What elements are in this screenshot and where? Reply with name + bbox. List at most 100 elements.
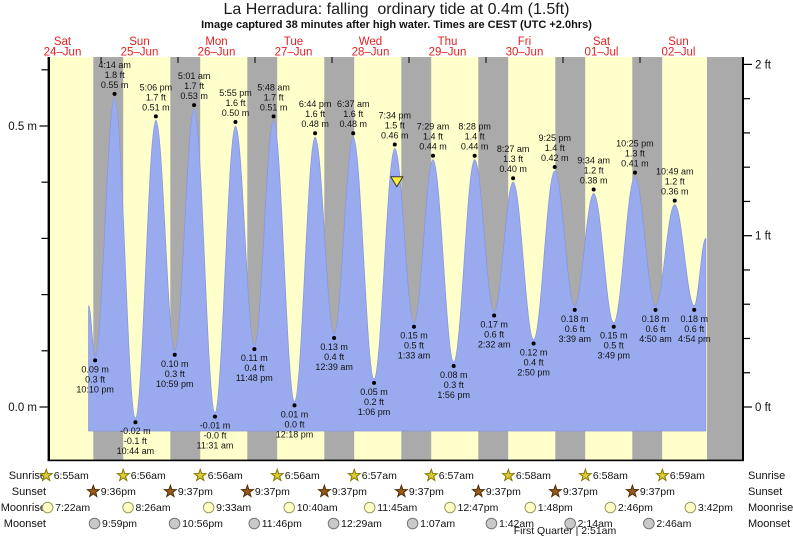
day-header-date: 27–Jun <box>275 47 313 59</box>
moonset-moon-time: 2:14am <box>578 518 613 530</box>
high-tide-dot <box>112 91 117 96</box>
row-label-right-moonrise: Moonrise <box>748 502 793 514</box>
left-axis-label: 0.0 m <box>8 402 37 414</box>
high-tide-dot <box>672 198 677 203</box>
moonrise-moon-icon <box>41 501 54 514</box>
high-tide-m: 0.48 m <box>301 119 329 129</box>
low-tide-ft: 0.6 ft <box>565 324 586 334</box>
high-tide-m: 0.41 m <box>621 159 649 169</box>
row-label-left-sunset: Sunset <box>12 486 46 498</box>
sunset-star-icon <box>548 483 563 498</box>
low-tide-ft: 0.4 ft <box>244 363 265 373</box>
moonset-moon-icon <box>168 517 181 530</box>
right-axis-tick <box>744 63 752 65</box>
day-boundary-tick <box>254 57 256 63</box>
high-tide-time: 10:49 am <box>656 167 694 177</box>
low-tide-time: 1:06 pm <box>358 407 391 417</box>
sunrise-star-icon <box>655 467 670 482</box>
left-axis-tick <box>41 350 48 352</box>
low-tide-m: 0.09 m <box>81 364 109 374</box>
high-tide-ft: 1.5 ft <box>385 120 406 130</box>
high-tide-time: 7:34 pm <box>379 110 412 120</box>
row-label-right-sunset: Sunset <box>748 486 782 498</box>
low-tide-time: 1:56 pm <box>437 390 470 400</box>
left-axis-label: 0.5 m <box>8 121 37 133</box>
low-tide-dot <box>133 420 138 425</box>
low-tide-ft: 0.4 ft <box>324 352 345 362</box>
moonrise-moon-icon <box>524 501 537 514</box>
high-tide-ft: 1.4 ft <box>545 143 566 153</box>
high-tide-ft: 1.2 ft <box>665 177 686 187</box>
right-axis-tick <box>744 303 750 305</box>
high-tide-time: 6:37 am <box>337 99 370 109</box>
moonrise-moon-time: 2:46pm <box>618 502 653 514</box>
low-tide-ft: -0.1 ft <box>124 436 148 446</box>
day-header-name: Thu <box>438 36 458 48</box>
moonset-moon-icon <box>327 517 340 530</box>
high-tide-time: 7:29 am <box>417 122 450 132</box>
high-tide-ft: 1.7 ft <box>146 92 167 102</box>
high-tide-dot <box>472 153 477 158</box>
high-tide-dot <box>313 131 318 136</box>
low-tide-m: 0.18 m <box>561 314 589 324</box>
current-time-marker <box>389 176 404 188</box>
high-tide-dot <box>392 142 397 147</box>
high-tide-time: 9:34 am <box>577 155 610 165</box>
day-boundary-tick <box>177 57 179 63</box>
right-axis-tick <box>744 132 750 134</box>
right-axis-tick <box>744 98 750 100</box>
moonset-moon-time: 9:59pm <box>102 518 137 530</box>
high-tide-ft: 1.6 ft <box>305 109 326 119</box>
high-tide-dot <box>552 164 557 169</box>
day-header-name: Tue <box>284 36 303 48</box>
sunrise-star-icon <box>501 467 516 482</box>
low-tide-time: 4:54 pm <box>678 334 711 344</box>
moonset-moon-icon <box>406 517 419 530</box>
high-tide-time: 5:01 am <box>178 71 211 81</box>
sunset-star-time: 9:37pm <box>178 486 213 498</box>
right-axis-tick <box>744 166 750 168</box>
high-tide-dot <box>632 170 637 175</box>
sunset-star-icon <box>625 483 640 498</box>
bottom-axis-line <box>47 459 745 462</box>
low-tide-ft: 0.3 ft <box>444 380 465 390</box>
moonrise-moon-icon <box>363 501 376 514</box>
sunrise-star-icon <box>115 467 131 482</box>
sunrise-star-icon <box>269 467 285 482</box>
moonrise-moon-icon <box>444 501 456 514</box>
low-tide-dot <box>372 380 377 385</box>
left-axis-tick <box>39 406 48 408</box>
low-tide-m: 0.01 m <box>281 409 309 419</box>
low-tide-dot <box>292 403 297 408</box>
low-tide-m: 0.10 m <box>161 359 189 369</box>
sunrise-star-time: 6:55am <box>54 470 89 482</box>
moonrise-moon-icon <box>283 501 296 514</box>
low-tide-m: 0.11 m <box>241 353 268 363</box>
low-tide-dot <box>492 313 497 318</box>
day-boundary-tick <box>100 57 102 63</box>
day-boundary-tick <box>639 57 641 63</box>
capture-note: Image captured 38 minutes after high wat… <box>201 19 592 31</box>
sunset-star-time: 9:37pm <box>640 486 675 498</box>
left-axis-tick <box>39 125 48 127</box>
sunset-star-time: 9:37pm <box>563 486 598 498</box>
sunset-star-time: 9:37pm <box>332 486 367 498</box>
moonset-moon-icon <box>248 517 261 530</box>
low-tide-time: 10:59 pm <box>156 379 194 389</box>
sunrise-star-icon <box>578 467 593 482</box>
high-tide-dot <box>511 176 516 181</box>
low-tide-dot <box>572 307 577 312</box>
low-tide-m: 0.17 m <box>480 319 508 329</box>
moonrise-moon-icon <box>122 501 134 514</box>
left-axis-tick <box>41 237 48 239</box>
high-tide-m: 0.51 m <box>260 102 288 112</box>
sunrise-star-time: 6:56am <box>285 470 320 482</box>
sunrise-star-time: 6:57am <box>362 470 397 482</box>
sunset-star-time: 9:37pm <box>409 486 444 498</box>
high-tide-dot <box>431 153 436 158</box>
low-tide-time: 10:10 pm <box>76 384 114 394</box>
left-axis-tick <box>41 294 48 296</box>
low-tide-time: 3:39 am <box>558 334 591 344</box>
high-tide-ft: 1.6 ft <box>225 98 246 108</box>
no-data-band <box>707 57 743 461</box>
